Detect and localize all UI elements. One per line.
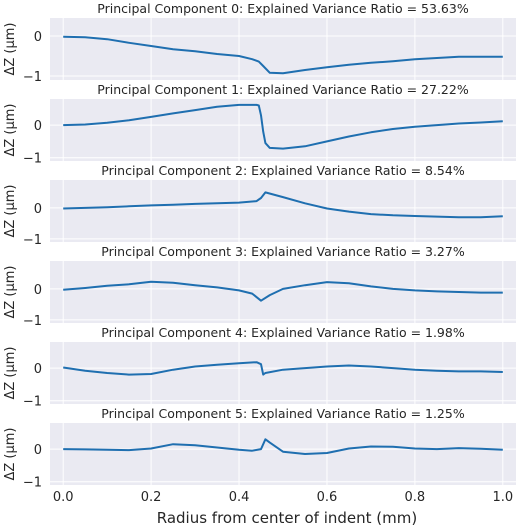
panel-title: Principal Component 1: Explained Varianc… [97, 82, 469, 97]
y-axis-label: ΔZ (μm) [3, 184, 18, 237]
chart-panel-4: 0 −1 Principal Component 4: Explained Vari… [3, 325, 516, 410]
y-tick-label: 0 [34, 362, 42, 377]
series-line-pc0 [63, 35, 503, 75]
series-line-pc1 [63, 103, 503, 150]
panel-title: Principal Component 4: Explained Varianc… [101, 325, 465, 340]
series-line-pc2 [63, 191, 503, 219]
chart-panel-3: 0 −1 Principal Component 3: Explained Vari… [3, 244, 516, 329]
y-tick-label: −1 [23, 152, 42, 167]
chart-panel-0: 0 −1 Principal Component 0: Explained Vari… [3, 1, 516, 85]
y-tick-label: 0 [34, 119, 42, 134]
x-tick-label: 0.0 [53, 490, 74, 505]
y-axis-label: ΔZ (μm) [3, 346, 18, 399]
y-tick-label: 0 [34, 283, 42, 298]
series-line-pc5 [63, 438, 503, 455]
y-axis-label: ΔZ (μm) [3, 265, 18, 318]
x-tick-label: 0.2 [141, 490, 162, 505]
panel-title: Principal Component 0: Explained Varianc… [97, 1, 469, 16]
plot-area [50, 342, 516, 404]
y-tick-label: −1 [23, 314, 42, 329]
panel-title: Principal Component 3: Explained Varianc… [101, 244, 465, 259]
y-tick-label: −1 [23, 70, 42, 85]
plot-area [50, 99, 516, 161]
panel-title: Principal Component 2: Explained Varianc… [101, 163, 465, 178]
y-tick-label: 0 [34, 30, 42, 45]
series-line-pc3 [63, 280, 503, 302]
x-tick-label: 0.8 [405, 490, 426, 505]
y-axis-label: ΔZ (μm) [3, 103, 18, 156]
chart-panel-1: 0 −1 Principal Component 1: Explained Vari… [3, 82, 516, 167]
y-tick-label: −1 [23, 395, 42, 410]
y-axis-label: ΔZ (μm) [3, 22, 18, 75]
chart-panel-2: 0 −1 Principal Component 2: Explained Vari… [3, 163, 516, 248]
plot-area [50, 180, 516, 242]
plot-area [50, 18, 516, 80]
y-axis-label: ΔZ (μm) [3, 427, 18, 480]
x-tick-label: 1.0 [492, 490, 513, 505]
x-tick-label: 0.6 [317, 490, 338, 505]
chart-panel-5: 0 −1 Principal Component 5: Explained Vari… [3, 406, 516, 505]
x-tick-label: 0.4 [229, 490, 250, 505]
y-tick-label: 0 [34, 443, 42, 458]
y-tick-label: −1 [23, 476, 42, 491]
y-tick-label: −1 [23, 233, 42, 248]
x-axis-label: Radius from center of indent (mm) [157, 509, 418, 527]
plot-area [50, 423, 516, 485]
panel-title: Principal Component 5: Explained Varianc… [101, 406, 465, 421]
y-tick-label: 0 [34, 202, 42, 217]
series-line-pc4 [63, 361, 503, 376]
